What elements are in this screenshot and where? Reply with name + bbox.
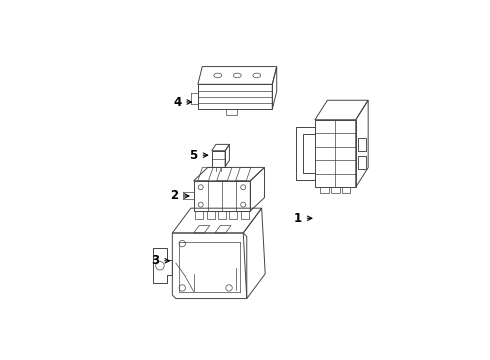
Text: 4: 4: [173, 95, 192, 108]
Text: 3: 3: [151, 254, 170, 267]
Text: 1: 1: [294, 212, 312, 225]
Text: 5: 5: [189, 149, 208, 162]
Text: 2: 2: [171, 189, 189, 202]
